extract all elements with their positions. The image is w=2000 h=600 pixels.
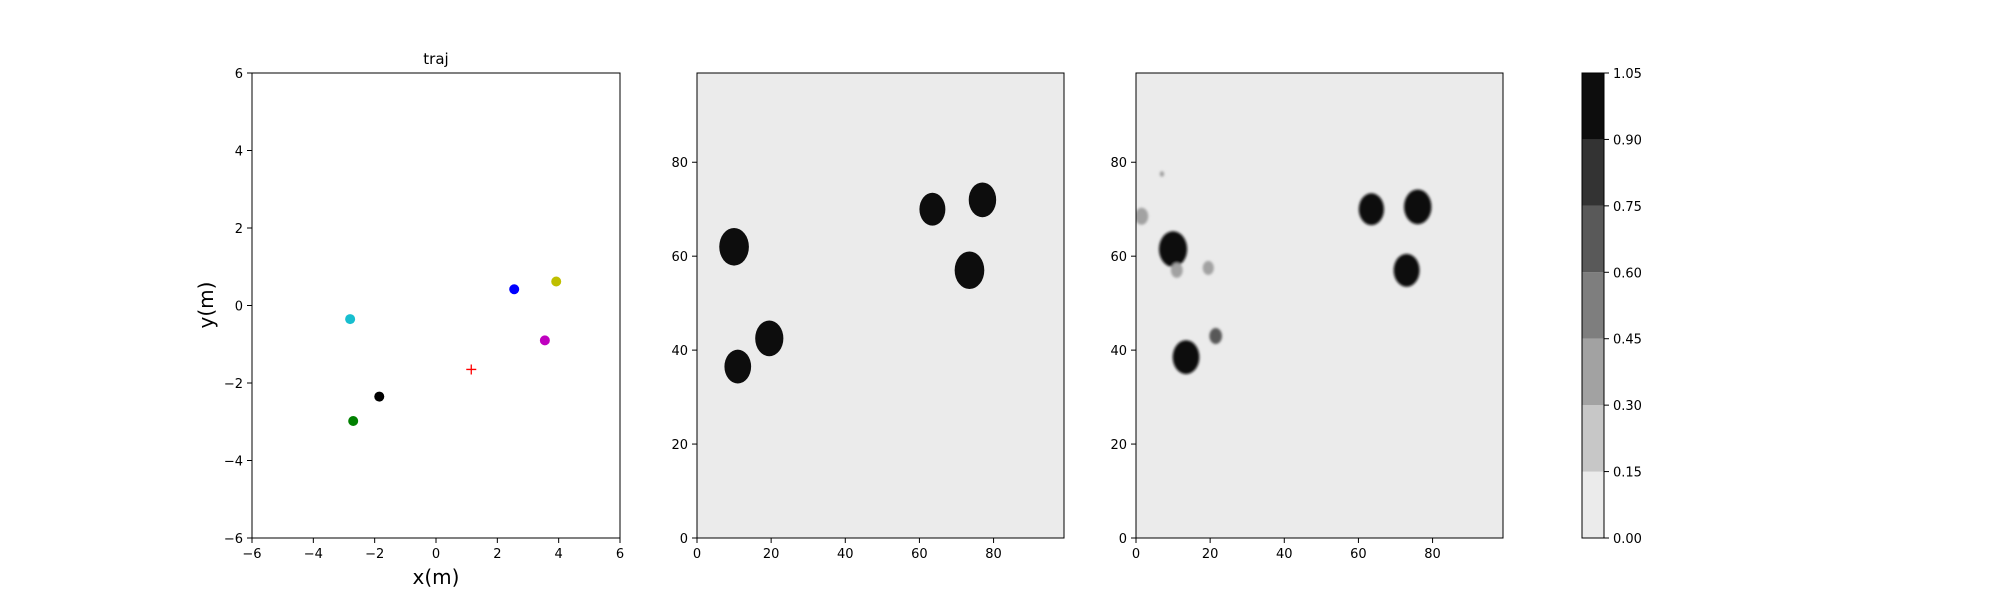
heatmap-panel-2: 0 20 40 60 80 0 20 40 60 80 [1110, 72, 1504, 562]
traj-y-tick-label: 4 [235, 145, 243, 160]
heatmap-1-x-tick-label: 60 [911, 547, 928, 562]
heatmap-2-x-tick-label: 60 [1350, 547, 1367, 562]
heatmap-1-blob [719, 228, 749, 266]
heatmap-1-x-tick-label: 40 [837, 547, 854, 562]
heatmap-2-y-tick-label: 40 [1110, 344, 1127, 359]
heatmap-1-blob [724, 349, 752, 384]
heatmap-1-blobs [719, 182, 997, 384]
colorbar-tick-label: 0.60 [1613, 266, 1642, 281]
traj-y-tick-label: −2 [224, 377, 243, 392]
heatmap-1-y-tick-label: 60 [671, 250, 688, 265]
heatmap-1-y-tick-label: 0 [680, 532, 688, 547]
heatmap-2-blob [1158, 231, 1188, 267]
heatmap-2-y-tick-label: 80 [1110, 156, 1127, 171]
colorbar-band [1582, 205, 1604, 273]
traj-y-tick-label: −4 [224, 455, 243, 470]
traj-plot-area [252, 73, 620, 538]
heatmap-2-x-ticks: 0 20 40 60 80 [1132, 538, 1441, 562]
traj-y-ticks: −6 −4 −2 0 2 4 6 [224, 67, 252, 547]
colorbar-tick-label: 0.30 [1613, 399, 1642, 414]
traj-y-tick-label: 0 [235, 300, 243, 315]
heatmap-2-x-tick-label: 0 [1132, 547, 1140, 562]
heatmap-1-x-tick-label: 80 [985, 547, 1002, 562]
heatmap-2-x-tick-label: 80 [1424, 547, 1441, 562]
heatmap-1-x-tick-label: 0 [693, 547, 701, 562]
heatmap-1-background [697, 73, 1064, 538]
traj-x-label: x(m) [413, 565, 460, 589]
traj-x-tick-label: 2 [493, 547, 501, 562]
colorbar-tick-label: 0.15 [1613, 466, 1642, 481]
heatmap-2-y-tick-label: 20 [1110, 438, 1127, 453]
heatmap-2-blob [1170, 262, 1183, 278]
heatmap-2-y-ticks: 0 20 40 60 80 [1110, 156, 1136, 547]
heatmap-1-blob [755, 320, 784, 357]
traj-marker-plus [466, 364, 477, 375]
colorbar-tick-label: 0.75 [1613, 200, 1642, 215]
traj-point [348, 415, 359, 426]
heatmap-2-blob [1404, 189, 1432, 225]
heatmap-2-blob [1209, 328, 1223, 345]
traj-x-tick-label: −4 [304, 547, 323, 562]
heatmap-1-blob [919, 192, 946, 226]
heatmap-1-blob [968, 182, 997, 218]
heatmap-1-y-tick-label: 20 [671, 438, 688, 453]
heatmap-2-x-tick-label: 40 [1276, 547, 1293, 562]
colorbar-ticks: 0.00 0.15 0.30 0.45 0.60 0.75 0.90 1.05 [1604, 67, 1642, 547]
heatmap-1-blob [954, 251, 985, 290]
heatmap-2-blob [1159, 171, 1165, 177]
traj-x-tick-label: 4 [555, 547, 563, 562]
colorbar-band [1582, 338, 1604, 406]
traj-point [509, 284, 520, 295]
heatmap-panel-1: 0 20 40 60 80 0 20 40 60 80 [671, 72, 1065, 562]
heatmap-2-blob [1136, 207, 1149, 225]
colorbar-tick-label: 1.05 [1613, 67, 1642, 82]
traj-x-tick-label: 6 [616, 547, 624, 562]
heatmap-2-blob [1202, 260, 1214, 275]
colorbar-band [1582, 471, 1604, 538]
heatmap-2-background [1136, 73, 1503, 538]
heatmap-2-blob [1172, 340, 1200, 375]
traj-point [539, 335, 550, 346]
traj-y-label: y(m) [194, 282, 218, 329]
traj-x-tick-label: −2 [365, 547, 384, 562]
traj-point [551, 276, 562, 287]
heatmap-2-x-tick-label: 20 [1202, 547, 1219, 562]
colorbar-frame [1581, 72, 1605, 539]
heatmap-2-frame [1135, 72, 1504, 539]
colorbar-band [1582, 405, 1604, 472]
colorbar: 0.00 0.15 0.30 0.45 0.60 0.75 0.90 1.05 [1581, 67, 1642, 547]
traj-panel: −6 −4 −2 0 2 4 6 −6 −4 −2 0 2 4 6 traj x(m) y(m) [194, 50, 624, 589]
traj-x-ticks: −6 −4 −2 0 2 4 6 [242, 538, 624, 562]
traj-y-tick-label: 2 [235, 222, 243, 237]
heatmap-1-y-tick-label: 40 [671, 344, 688, 359]
traj-title: traj [423, 50, 448, 68]
traj-y-tick-label: 6 [235, 67, 243, 82]
heatmap-2-blob [1393, 253, 1420, 287]
heatmap-1-y-tick-label: 80 [671, 156, 688, 171]
colorbar-tick-label: 0.00 [1613, 532, 1642, 547]
heatmap-1-x-ticks: 0 20 40 60 80 [693, 538, 1002, 562]
colorbar-band [1582, 272, 1604, 339]
heatmap-1-frame [696, 72, 1065, 539]
traj-axes-frame [251, 72, 621, 539]
traj-x-tick-label: 0 [432, 547, 440, 562]
colorbar-tick-label: 0.45 [1613, 333, 1642, 348]
traj-y-tick-label: −6 [224, 532, 243, 547]
traj-points [345, 276, 562, 426]
heatmap-1-x-tick-label: 20 [763, 547, 780, 562]
heatmap-2-blobs [1136, 171, 1432, 375]
traj-x-tick-label: −6 [242, 547, 261, 562]
heatmap-2-y-tick-label: 0 [1119, 532, 1127, 547]
colorbar-tick-label: 0.90 [1613, 133, 1642, 148]
heatmap-2-y-tick-label: 60 [1110, 250, 1127, 265]
traj-point [345, 314, 356, 325]
colorbar-band [1582, 139, 1604, 206]
colorbar-band [1582, 73, 1604, 140]
colorbar-bands [1582, 73, 1604, 538]
heatmap-2-blob [1358, 193, 1385, 226]
heatmap-1-y-ticks: 0 20 40 60 80 [671, 156, 697, 547]
traj-point [374, 391, 385, 402]
